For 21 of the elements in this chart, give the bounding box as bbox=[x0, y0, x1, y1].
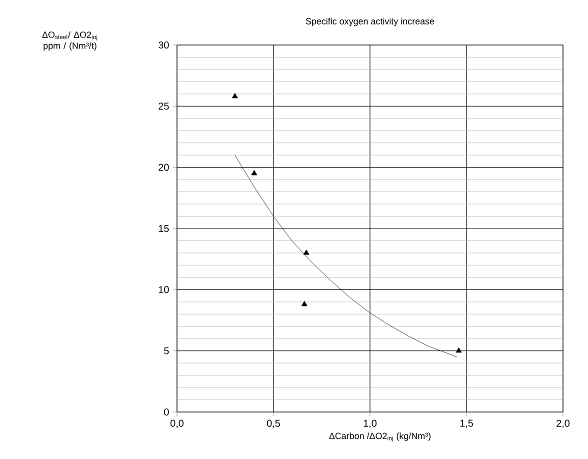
chart-title: Specific oxygen activity increase bbox=[306, 18, 434, 26]
y-tick-label: 25 bbox=[158, 102, 169, 110]
y-tick-label: 20 bbox=[158, 164, 169, 171]
point bbox=[301, 300, 308, 306]
y-tick-label: 5 bbox=[164, 347, 169, 354]
point bbox=[456, 347, 462, 353]
y-tick-label: 0 bbox=[164, 408, 169, 416]
x-tick-label: 0,0 bbox=[170, 420, 184, 428]
x-tick-label: 0,5 bbox=[266, 420, 280, 428]
point bbox=[232, 92, 238, 98]
y-tick-label: 15 bbox=[158, 225, 169, 232]
text: ΔO$_{steel}$/ ΔO2$_{inj}$ ppm / (Nm³/t) bbox=[42, 31, 98, 51]
y-tick-label: 30 bbox=[158, 41, 169, 49]
x-tick-label: 2,0 bbox=[556, 420, 570, 428]
y-tick-label: 10 bbox=[158, 286, 169, 294]
x-tick-label: 1,5 bbox=[460, 420, 474, 428]
line-series bbox=[234, 154, 458, 358]
point bbox=[303, 250, 310, 255]
x-axis-title: ΔCarbon /ΔO2$_{inj}$ (kg/Nm³) bbox=[329, 432, 431, 442]
x-tick-label: 1,0 bbox=[364, 420, 377, 428]
point bbox=[251, 170, 258, 176]
